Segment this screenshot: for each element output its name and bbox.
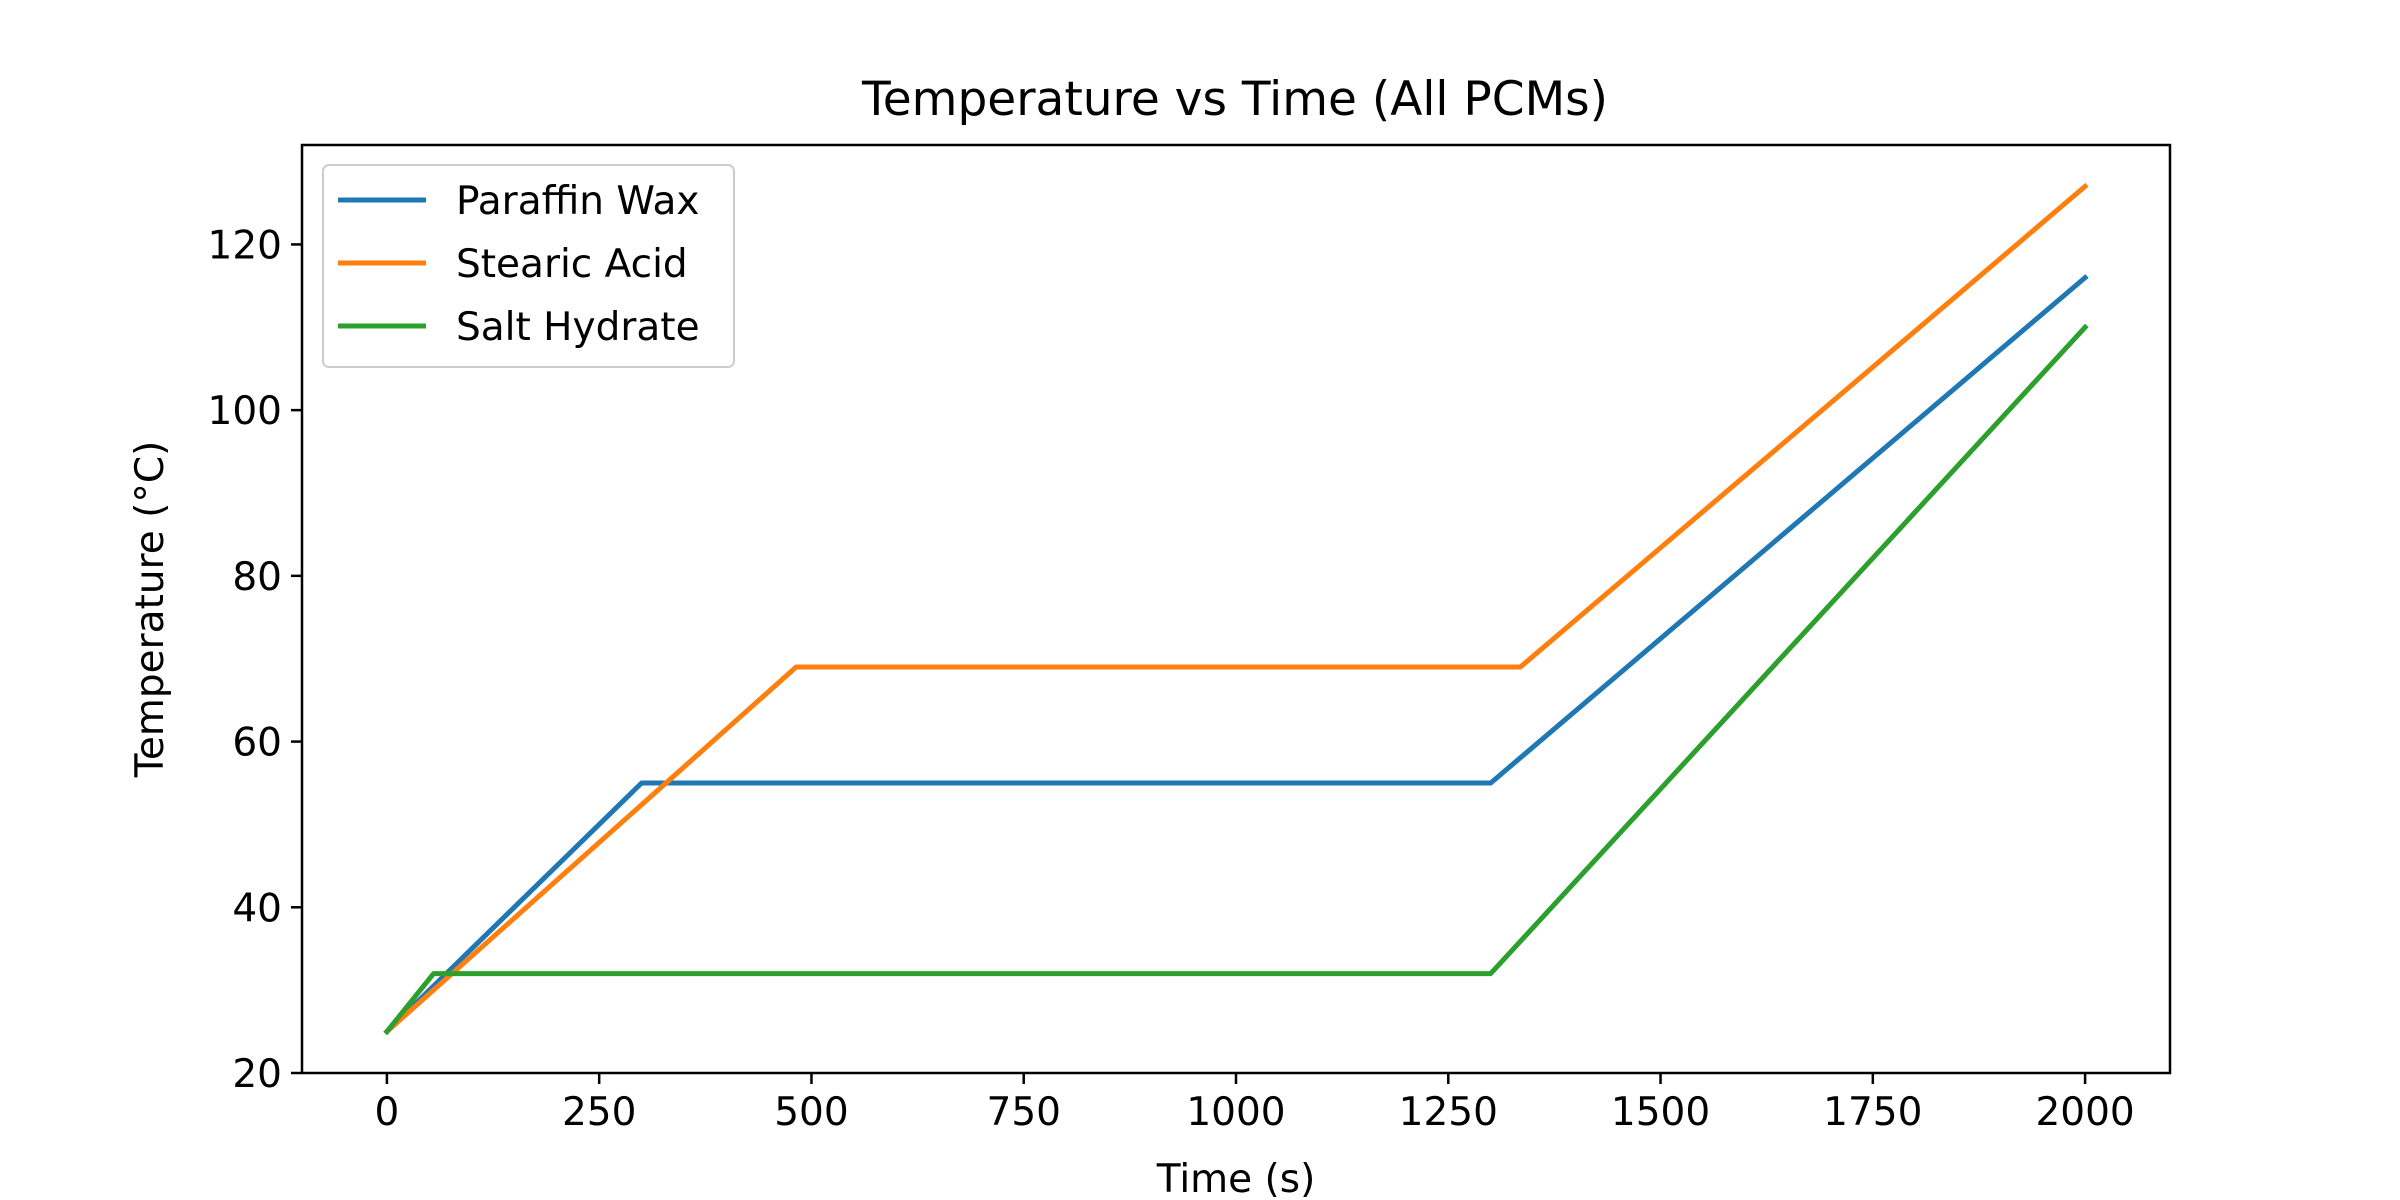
y-tick-label: 40: [232, 886, 282, 931]
series-line-1: [383, 182, 2089, 1036]
x-tick-label: 250: [562, 1090, 636, 1135]
x-tick-label: 1500: [1611, 1090, 1710, 1135]
x-axis-label: Time (s): [1156, 1157, 1316, 1200]
y-axis: 20 40 60 80 100 120: [208, 223, 302, 1097]
x-tick-label: 500: [774, 1090, 848, 1135]
legend-label-2: Salt Hydrate: [456, 305, 700, 350]
series-line-0: [383, 274, 2089, 1036]
y-axis-label: Temperature (°C): [128, 441, 173, 779]
x-tick-label: 1000: [1186, 1090, 1285, 1135]
y-tick-label: 120: [208, 223, 282, 268]
x-tick-label: 1250: [1399, 1090, 1498, 1135]
x-tick-label: 0: [374, 1090, 399, 1135]
x-tick-label: 750: [987, 1090, 1061, 1135]
legend: Paraffin Wax Stearic Acid Salt Hydrate: [322, 164, 735, 368]
x-tick-label: 1750: [1823, 1090, 1922, 1135]
x-tick-label: 2000: [2035, 1090, 2134, 1135]
chart-title: Temperature vs Time (All PCMs): [861, 72, 1608, 127]
y-tick-label: 100: [208, 389, 282, 434]
legend-entries: Paraffin Wax Stearic Acid Salt Hydrate: [338, 179, 700, 350]
legend-label-1: Stearic Acid: [456, 242, 688, 287]
y-tick-label: 60: [232, 721, 282, 766]
legend-box: [322, 164, 735, 368]
x-axis: 0 250 500 750 1000 1250 1500 1750 2000: [374, 1073, 2135, 1135]
legend-label-0: Paraffin Wax: [456, 179, 699, 224]
y-tick-label: 80: [232, 555, 282, 600]
series-line-2: [383, 323, 2089, 1036]
series-layer: [383, 182, 2089, 1036]
y-tick-label: 20: [232, 1052, 282, 1097]
